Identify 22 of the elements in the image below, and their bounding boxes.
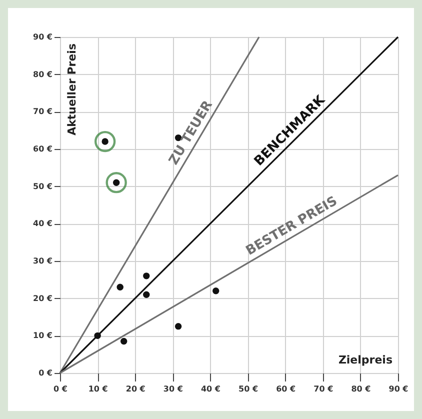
x-tick-label: 70 € xyxy=(314,384,334,394)
x-tick-label: 50 € xyxy=(238,384,258,394)
x-tick-label: 80 € xyxy=(351,384,372,394)
x-tick-label: 10 € xyxy=(88,384,108,394)
y-tick-label: 10 € xyxy=(33,331,53,340)
x-tick-label: 30 € xyxy=(163,384,184,394)
y-tick-label: 50 € xyxy=(33,182,53,191)
x-tick-label: 0 € xyxy=(54,384,68,394)
y-tick-label: 30 € xyxy=(33,256,53,266)
y-axis-title: Aktueller Preis xyxy=(66,43,78,136)
y-tick-label: 60 € xyxy=(33,144,53,154)
x-tick-label: 60 € xyxy=(276,384,296,394)
x-tick-label: 40 € xyxy=(200,384,221,394)
y-tick-label: 70 € xyxy=(33,107,53,116)
y-tick-label: 20 € xyxy=(33,294,53,303)
x-tick-label: 90 € xyxy=(388,384,409,394)
y-tick-label: 0 € xyxy=(38,368,53,378)
y-tick-label: 40 € xyxy=(33,219,53,228)
x-tick-label: 20 € xyxy=(126,384,146,394)
y-tick-label: 80 € xyxy=(33,70,53,79)
x-axis-title: Zielpreis xyxy=(338,354,393,366)
y-tick-label: 90 € xyxy=(33,32,53,42)
